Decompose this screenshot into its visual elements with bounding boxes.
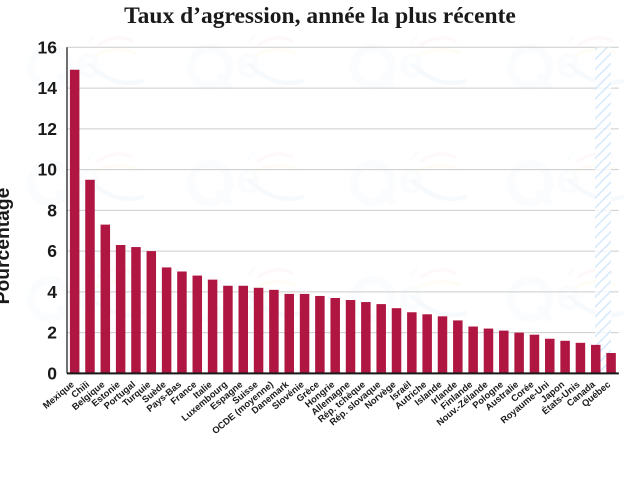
svg-text:10: 10 <box>38 160 58 180</box>
svg-text:0: 0 <box>47 363 57 383</box>
svg-text:4: 4 <box>47 282 57 302</box>
svg-text:6: 6 <box>47 241 57 261</box>
svg-text:14: 14 <box>38 78 58 98</box>
svg-text:8: 8 <box>47 200 57 220</box>
svg-text:2: 2 <box>47 323 57 343</box>
svg-text:12: 12 <box>38 119 58 139</box>
svg-text:16: 16 <box>38 37 58 57</box>
